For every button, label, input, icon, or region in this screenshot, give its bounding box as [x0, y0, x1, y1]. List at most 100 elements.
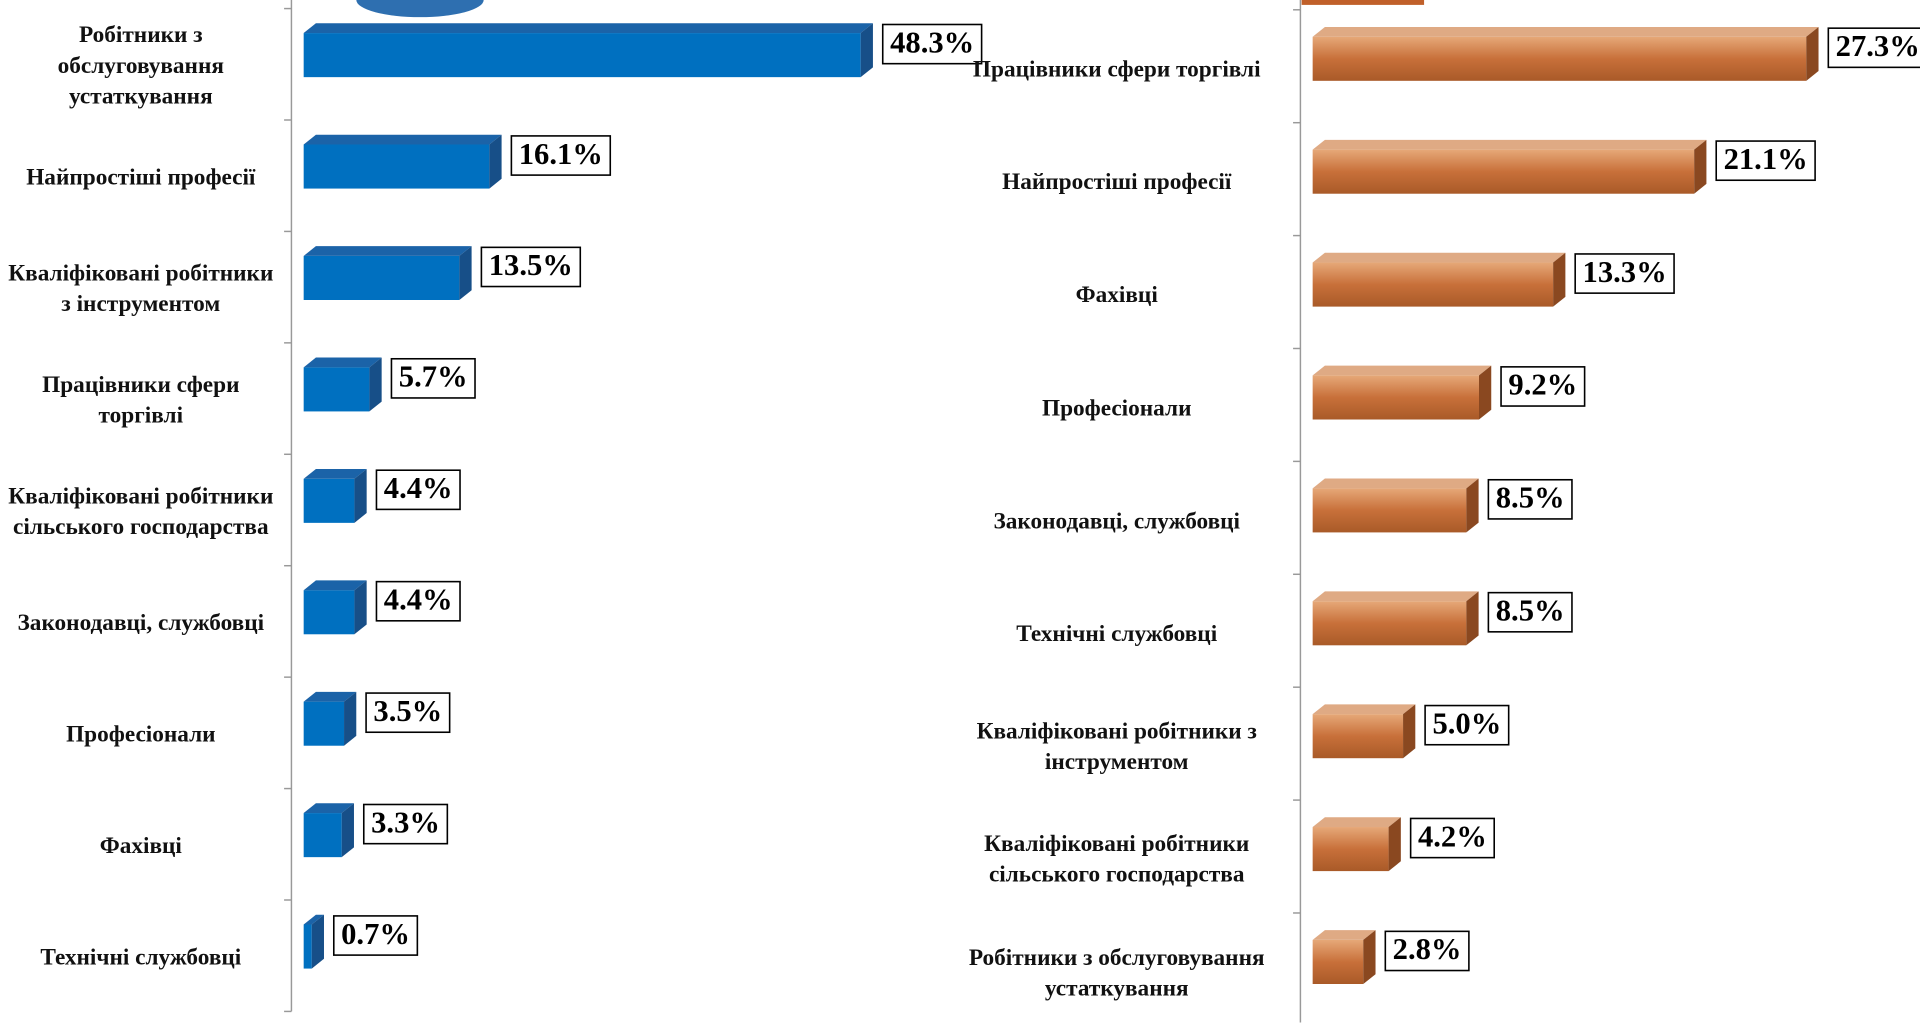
- value-label: 13.5%: [489, 248, 573, 282]
- value-label-box: [365, 692, 451, 734]
- bar: [1312, 26, 1819, 81]
- bar-top: [1312, 817, 1401, 828]
- bar-side: [1466, 478, 1479, 533]
- value-label: 4.4%: [384, 471, 453, 505]
- bar-side: [489, 134, 502, 189]
- bar-top: [1312, 704, 1416, 715]
- value-label: 16.1%: [519, 137, 603, 171]
- bar: [1312, 252, 1566, 307]
- bar-top: [303, 803, 354, 814]
- value-label: 5.7%: [399, 360, 468, 394]
- category-label: Робітники з обслуговування устаткування: [968, 944, 1265, 1002]
- bar-top: [303, 691, 357, 702]
- bar-top: [303, 914, 324, 925]
- category-label: Кваліфіковані робітники сільського госпо…: [8, 483, 274, 541]
- bar: [1312, 930, 1376, 985]
- category-label: Фахівці: [1075, 282, 1158, 309]
- bar-side: [341, 803, 354, 858]
- value-label: 2.8%: [1393, 932, 1462, 966]
- bar-front: [303, 144, 490, 189]
- bar-side: [1466, 591, 1479, 646]
- value-label: 9.2%: [1508, 368, 1577, 402]
- bar: [303, 914, 324, 969]
- value-label: 0.7%: [341, 917, 410, 951]
- category-label: Кваліфіковані робітники сільського госпо…: [984, 831, 1250, 889]
- bar: [303, 23, 873, 78]
- bar-top: [1312, 591, 1479, 602]
- bar-front: [1312, 375, 1480, 420]
- category-label: Кваліфіковані робітники з інструментом: [8, 260, 274, 318]
- bar-top: [303, 580, 367, 591]
- bar-side: [311, 914, 324, 969]
- bar-front: [1312, 262, 1554, 307]
- bar-front: [1312, 488, 1467, 533]
- bar-side: [1403, 704, 1416, 759]
- bar-front: [303, 590, 355, 635]
- value-label-box: [375, 469, 461, 511]
- bar-side: [1806, 26, 1819, 81]
- value-label: 4.4%: [384, 582, 453, 616]
- value-label-box: [1409, 817, 1496, 859]
- bar-side: [1363, 930, 1376, 985]
- legend-fragment: [1301, 0, 1425, 5]
- bar-front: [1312, 149, 1695, 194]
- value-label: 5.0%: [1432, 706, 1501, 740]
- bar-top: [303, 134, 502, 145]
- value-label: 3.3%: [371, 805, 440, 839]
- bar-top: [1312, 930, 1376, 940]
- bar-front: [1312, 714, 1404, 759]
- bar-side: [354, 580, 367, 635]
- value-label-box: [1715, 140, 1816, 182]
- category-label: Працівники сфери торгівлі: [42, 372, 240, 429]
- bar: [303, 691, 357, 746]
- value-label-box: [1424, 704, 1510, 746]
- bar: [303, 803, 354, 858]
- bar: [1312, 139, 1707, 194]
- bar-front: [303, 255, 460, 301]
- bar: [1312, 365, 1492, 420]
- category-label: Законодавці, службовці: [993, 508, 1241, 535]
- value-label-box: [1487, 478, 1573, 520]
- bar-side: [459, 246, 472, 301]
- bar-top: [303, 246, 472, 256]
- value-label-box: [510, 135, 612, 176]
- bar: [1312, 478, 1479, 533]
- category-label: Фахівці: [99, 833, 182, 859]
- bar-front: [1312, 36, 1807, 81]
- value-label: 8.5%: [1496, 481, 1565, 515]
- category-label: Працівники сфери торгівлі: [972, 56, 1261, 83]
- value-label-box: [1384, 930, 1470, 972]
- legend-fragment: [356, 0, 484, 18]
- bar: [1312, 704, 1416, 759]
- bar-front: [1312, 827, 1389, 872]
- bar: [303, 468, 367, 523]
- bar-side: [1553, 252, 1566, 307]
- bar-side: [1388, 817, 1401, 872]
- bar-top: [303, 23, 873, 34]
- bar: [1312, 817, 1401, 872]
- bar-front: [303, 33, 861, 78]
- value-label-box: [362, 803, 449, 845]
- bar-front: [303, 924, 312, 969]
- bar-top: [1312, 252, 1566, 263]
- bar-front: [303, 813, 342, 858]
- bar-side: [860, 23, 873, 78]
- bar-side: [344, 691, 357, 746]
- value-label: 3.5%: [373, 694, 442, 728]
- bar-front: [303, 478, 355, 523]
- bar: [303, 357, 382, 412]
- category-label: Найпростіші професії: [1002, 169, 1232, 196]
- bar-top: [1312, 139, 1707, 150]
- bar: [303, 246, 472, 301]
- category-label: Найпростіші професії: [26, 164, 256, 191]
- bar-side: [1694, 139, 1707, 194]
- bar: [303, 134, 502, 189]
- value-label-box: [1500, 366, 1586, 407]
- bar-front: [1312, 939, 1364, 985]
- value-label-box: [332, 915, 419, 956]
- bar-side: [1479, 365, 1492, 420]
- bar-top: [1312, 478, 1479, 489]
